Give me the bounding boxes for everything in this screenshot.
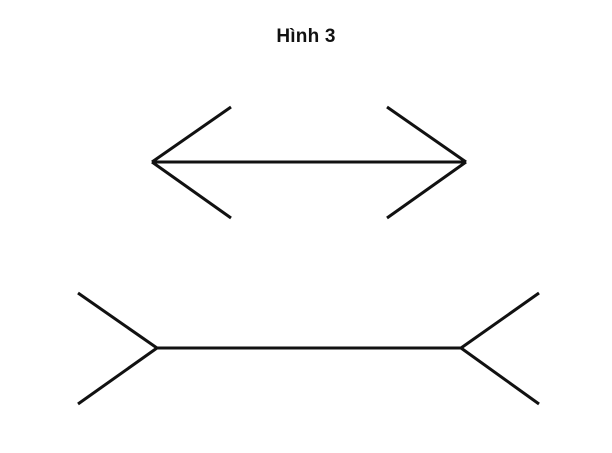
top-figure-outward-arrows: [151, 105, 467, 220]
bottom-right-fin-upper: [460, 291, 540, 350]
top-right-fin-lower: [386, 160, 467, 220]
bottom-left-fin-lower: [77, 346, 158, 406]
bottom-figure-inward-fins: [77, 291, 540, 406]
top-left-fin-upper: [151, 105, 232, 164]
top-left-fin-lower: [151, 160, 232, 220]
bottom-right-fin-lower: [460, 346, 540, 406]
figure-title: Hình 3: [276, 26, 336, 47]
top-right-fin-upper: [386, 105, 467, 164]
bottom-left-fin-upper: [77, 291, 158, 350]
